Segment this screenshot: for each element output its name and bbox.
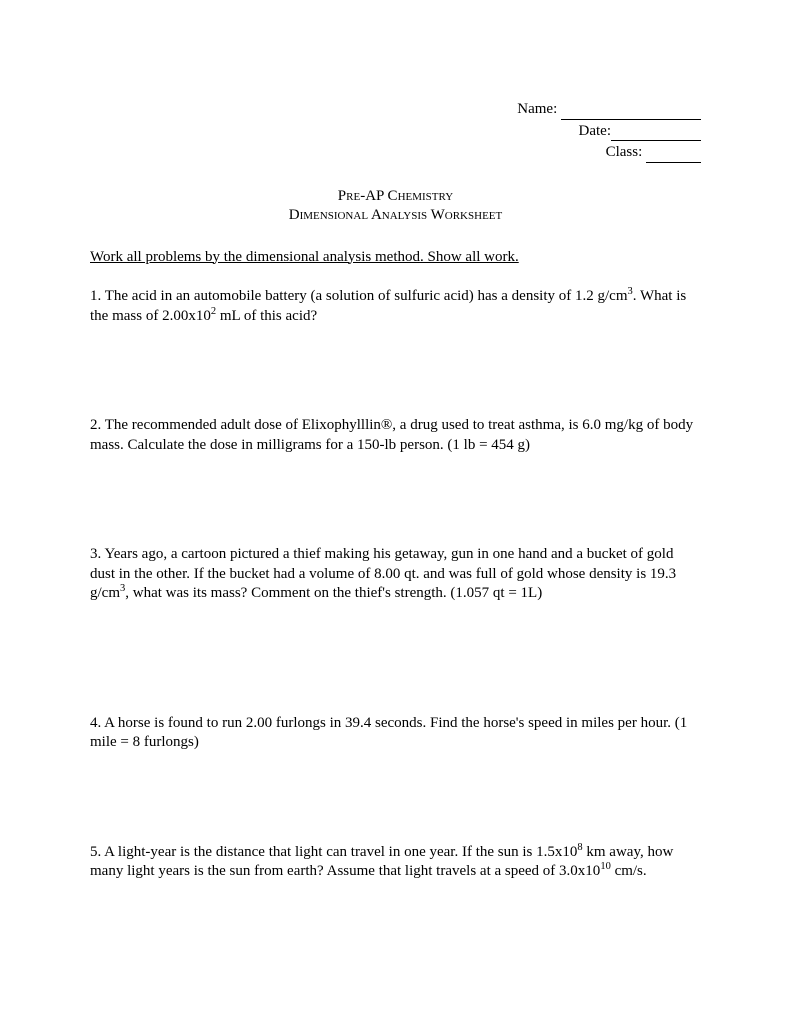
question-4: 4. A horse is found to run 2.00 furlongs…	[90, 714, 701, 753]
title-block: Pre-AP Chemistry Dimensional Analysis Wo…	[90, 187, 701, 226]
title-line-2: Dimensional Analysis Worksheet	[90, 206, 701, 226]
class-line: Class:	[90, 143, 701, 163]
title-line-1: Pre-AP Chemistry	[90, 187, 701, 207]
question-5: 5. A light-year is the distance that lig…	[90, 843, 701, 882]
question-3: 3. Years ago, a cartoon pictured a thief…	[90, 545, 701, 604]
name-blank[interactable]	[561, 105, 701, 119]
q3-text-post: , what was its mass? Comment on the thie…	[125, 585, 542, 601]
worksheet-page: Name: Date: Class: Pre-AP Chemistry Dime…	[0, 0, 791, 1024]
q5-text-pre: 5. A light-year is the distance that lig…	[90, 844, 577, 860]
class-label: Class:	[606, 144, 646, 160]
q5-text-post: cm/s.	[611, 863, 647, 879]
q5-sup2: 10	[600, 861, 611, 872]
class-blank[interactable]	[646, 148, 701, 162]
name-line: Name:	[90, 100, 701, 120]
header-fields: Name: Date: Class:	[90, 100, 701, 163]
question-2: 2. The recommended adult dose of Elixoph…	[90, 416, 701, 455]
name-label: Name:	[517, 101, 561, 117]
date-label: Date:	[579, 123, 611, 139]
q1-text-pre: 1. The acid in an automobile battery (a …	[90, 288, 628, 304]
question-1: 1. The acid in an automobile battery (a …	[90, 287, 701, 326]
q1-text-post: mL of this acid?	[216, 308, 317, 324]
date-blank[interactable]	[611, 127, 701, 141]
instructions: Work all problems by the dimensional ana…	[90, 248, 701, 268]
date-line: Date:	[90, 122, 701, 142]
